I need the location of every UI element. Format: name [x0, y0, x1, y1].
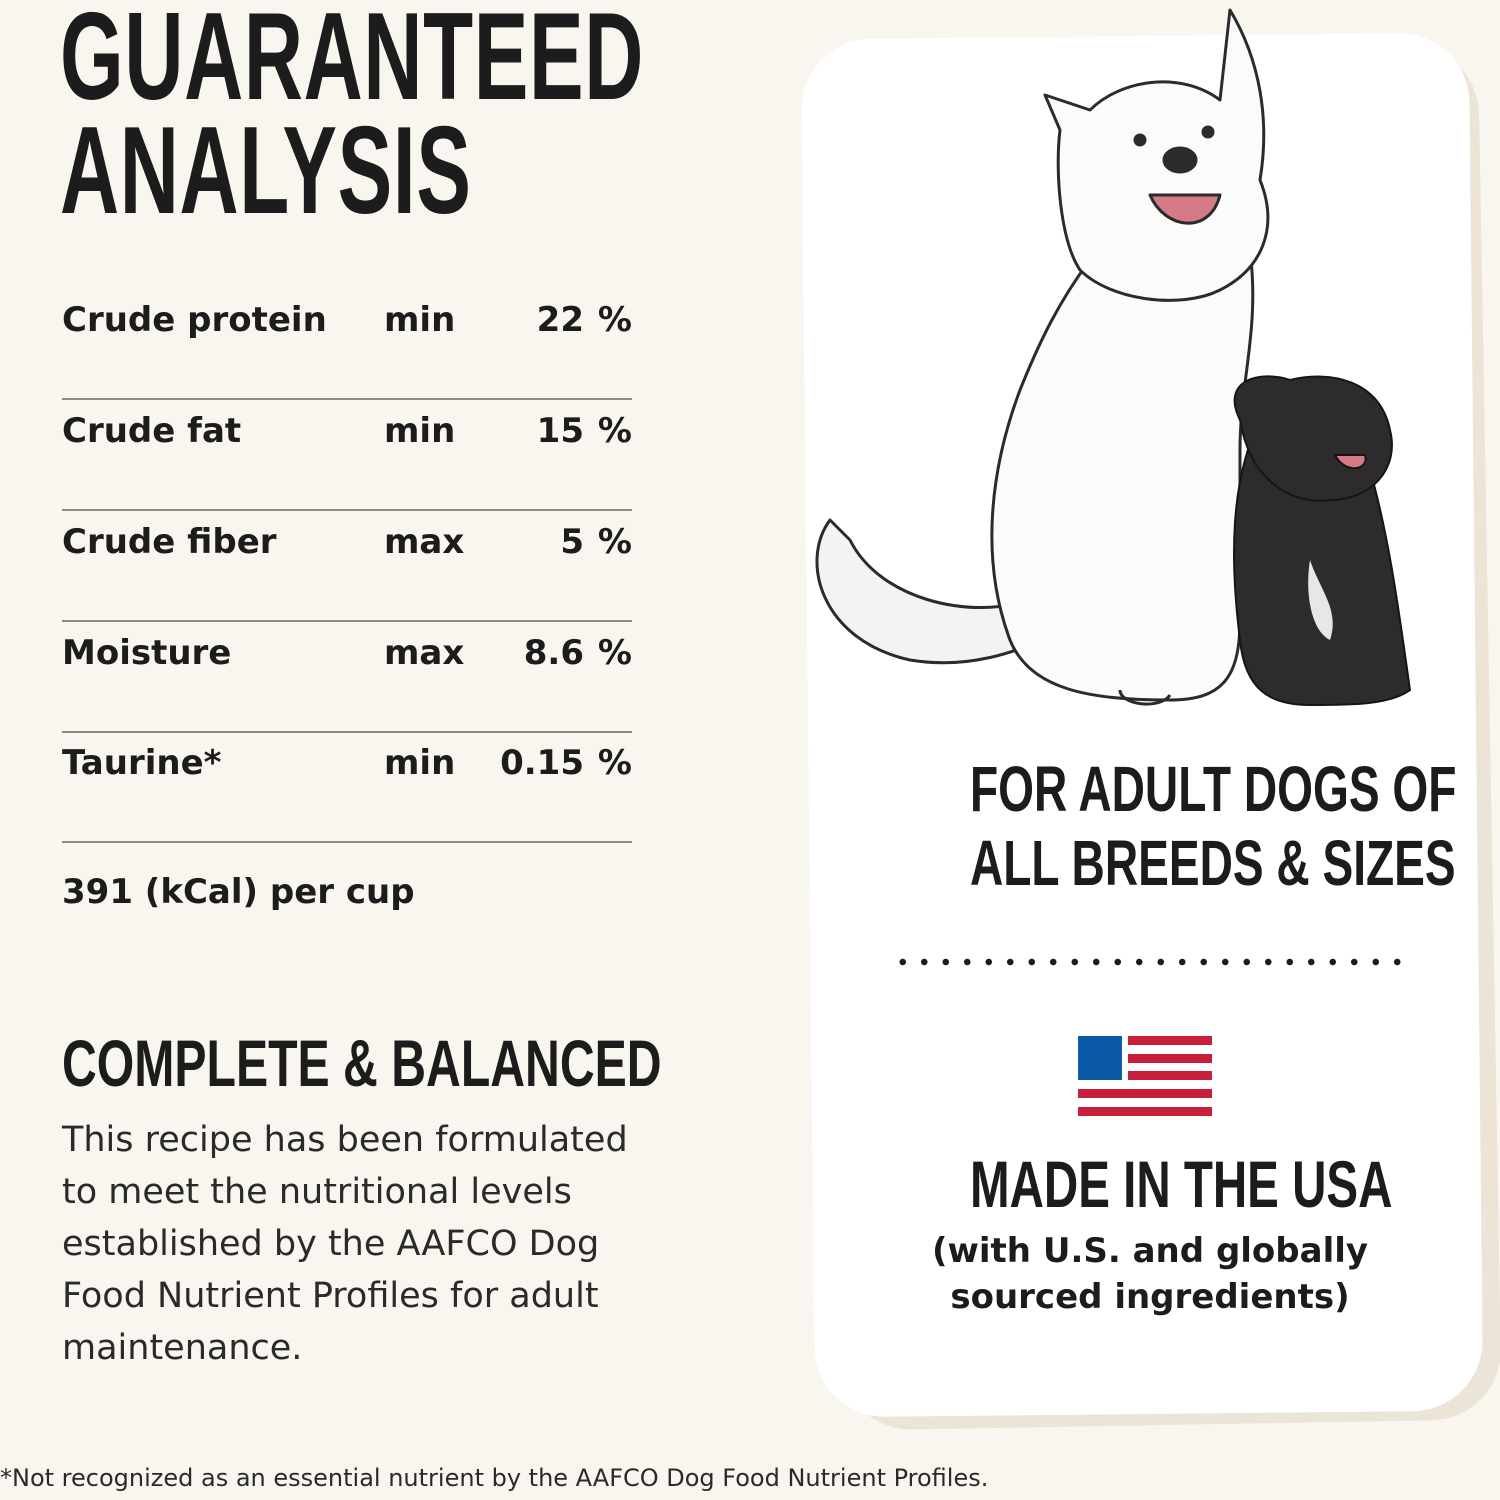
calories-per-cup: 391 (kCal) per cup	[62, 872, 415, 912]
unit: %	[597, 300, 632, 340]
table-row: Crude fat min 15 %	[62, 399, 632, 511]
table-row: Crude protein min 22 %	[62, 288, 632, 400]
table-row: Crude fiber max 5 %	[62, 510, 632, 622]
nutrient-name: Taurine*	[62, 743, 222, 783]
dotted-divider	[892, 956, 1412, 968]
qualifier: max	[384, 522, 465, 562]
value: 5	[560, 522, 584, 562]
nutrient-name: Crude protein	[62, 300, 327, 340]
table-row: Moisture max 8.6 %	[62, 621, 632, 733]
qualifier: min	[384, 300, 456, 340]
value: 8.6	[523, 633, 584, 673]
qualifier: min	[384, 743, 456, 783]
black-dog-illustration	[1233, 375, 1412, 707]
qualifier: min	[384, 411, 456, 451]
value: 15	[536, 411, 584, 451]
complete-balanced-heading: COMPLETE & BALANCED	[62, 1026, 662, 1100]
nutrient-name: Moisture	[62, 633, 232, 673]
title-line-2: ANALYSIS	[60, 102, 472, 240]
page-title: GUARANTEED ANALYSIS	[60, 0, 945, 240]
unit: %	[597, 743, 632, 783]
value: 0.15	[500, 743, 584, 783]
usa-flag-icon	[1078, 1036, 1212, 1116]
unit: %	[597, 411, 632, 451]
sourcing-note: (with U.S. and globally sourced ingredie…	[900, 1228, 1400, 1320]
white-dog-illustration	[815, 8, 1270, 706]
unit: %	[597, 633, 632, 673]
value: 22	[536, 300, 584, 340]
sourcing-line-1: (with U.S. and globally	[931, 1231, 1369, 1271]
footnote: *Not recognized as an essential nutrient…	[0, 1464, 989, 1492]
qualifier: max	[384, 633, 465, 673]
audience-line-1: FOR ADULT DOGS OF	[970, 753, 1457, 825]
nutrient-name: Crude fat	[62, 411, 242, 451]
title-line-1: GUARANTEED	[60, 0, 645, 126]
nutrient-name: Crude fiber	[62, 522, 277, 562]
dogs-illustration	[815, 8, 1412, 707]
made-in-usa: MADE IN THE USA	[970, 1147, 1393, 1221]
sourcing-line-2: sourced ingredients)	[950, 1277, 1350, 1317]
made-in-usa-heading: MADE IN THE USA	[900, 1146, 1400, 1222]
audience-line-2: ALL BREEDS & SIZES	[970, 827, 1456, 899]
audience-heading: FOR ADULT DOGS OF ALL BREEDS & SIZES	[900, 752, 1457, 900]
unit: %	[597, 522, 632, 562]
complete-balanced-text: This recipe has been formulated to meet …	[62, 1120, 628, 1368]
table-row: Taurine* min 0.15 %	[62, 731, 632, 843]
